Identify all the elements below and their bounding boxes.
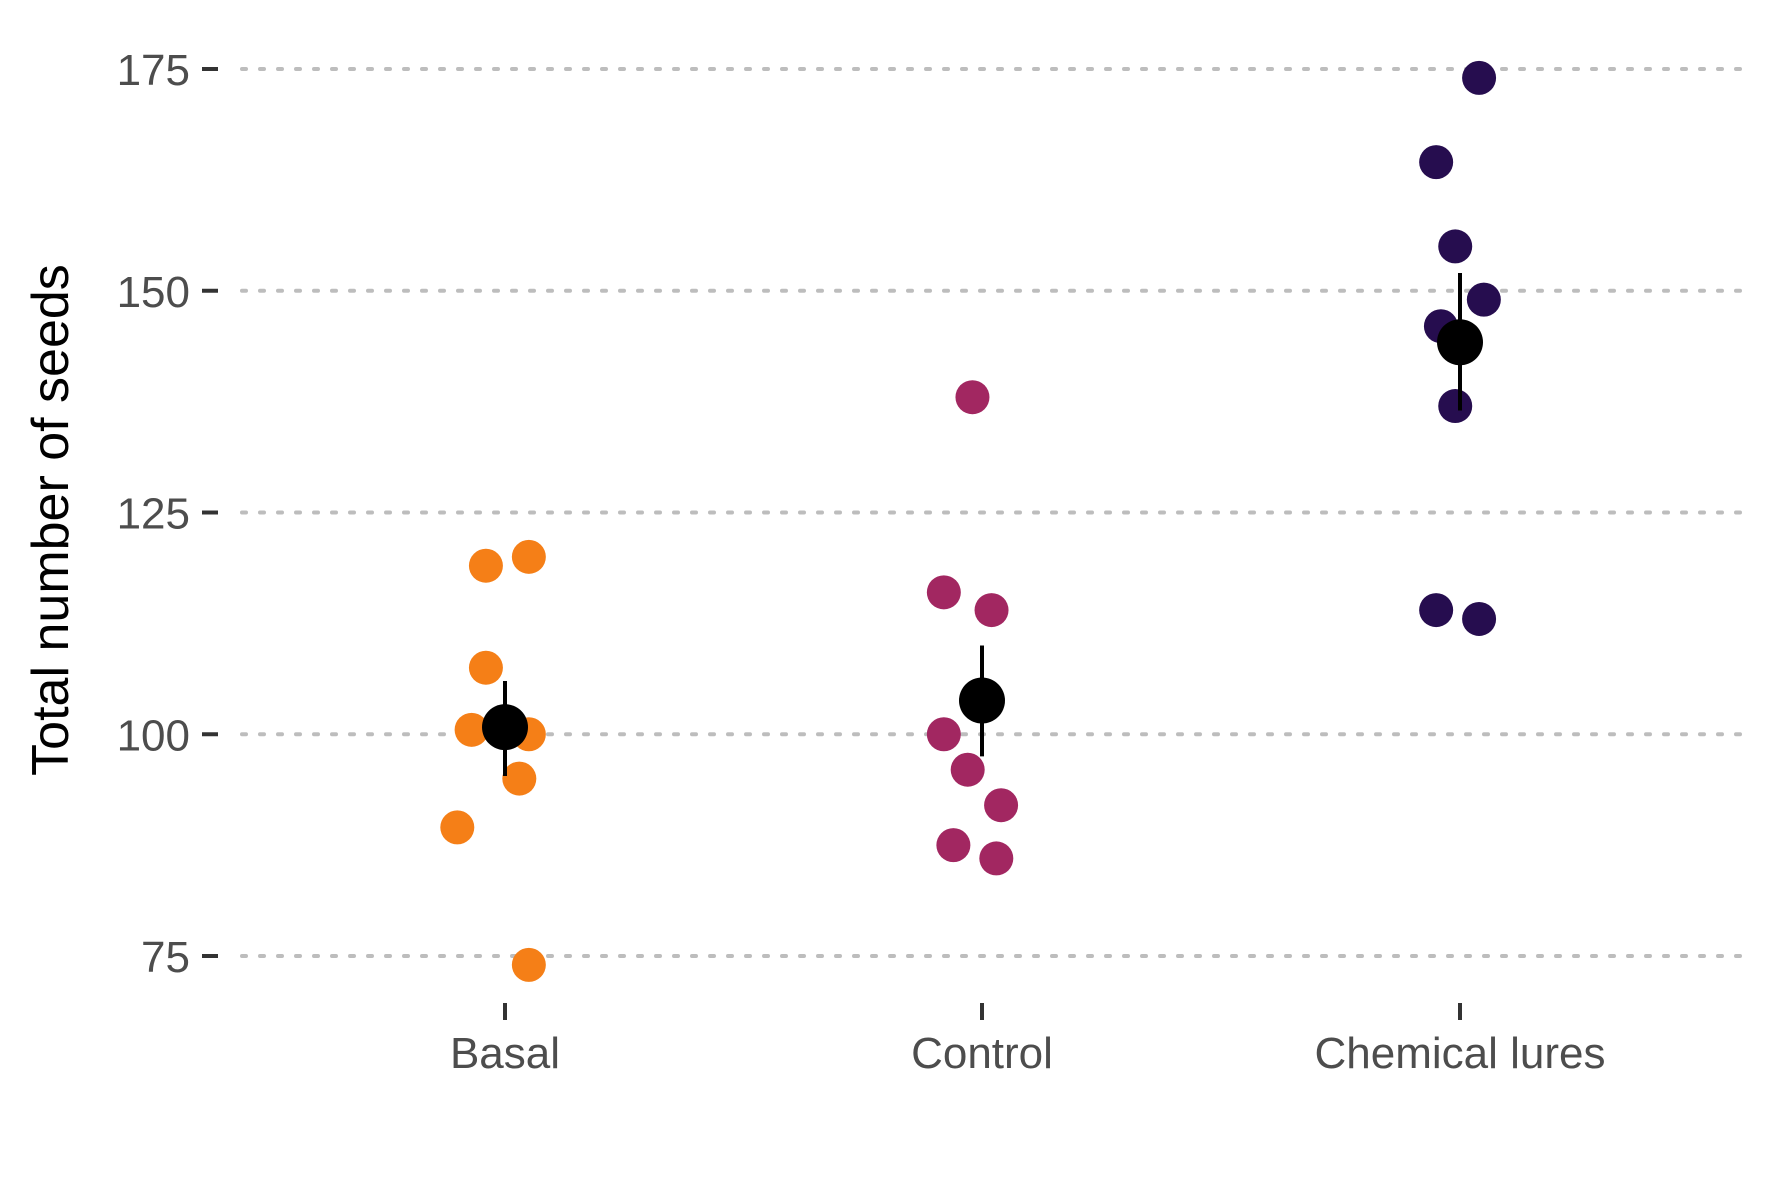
- data-point: [926, 575, 961, 610]
- data-point: [1438, 229, 1473, 264]
- y-tick-label: 125: [117, 490, 190, 539]
- data-point: [1466, 282, 1501, 317]
- data-point: [955, 380, 990, 415]
- data-point: [984, 788, 1019, 823]
- data-point: [979, 841, 1014, 876]
- y-tick-label: 100: [117, 711, 190, 760]
- x-tick-label: Basal: [450, 1029, 560, 1078]
- data-point: [1419, 145, 1454, 180]
- data-point: [502, 761, 537, 796]
- x-tick-label: Control: [911, 1029, 1053, 1078]
- data-point: [936, 828, 971, 863]
- y-tick-label: 150: [117, 268, 190, 317]
- data-point: [1438, 389, 1473, 424]
- data-point: [511, 947, 546, 982]
- data-points: [440, 60, 1501, 982]
- y-tick-label: 175: [117, 46, 190, 95]
- x-tick-label: Chemical lures: [1315, 1029, 1606, 1078]
- data-point: [974, 593, 1009, 628]
- data-point: [1462, 601, 1497, 636]
- data-point: [468, 650, 503, 685]
- data-point: [454, 712, 489, 747]
- y-axis-title: Total number of seeds: [22, 264, 80, 776]
- mean-point: [959, 677, 1005, 724]
- data-point: [1462, 60, 1497, 95]
- data-point: [950, 752, 985, 787]
- data-point: [440, 810, 475, 845]
- mean-point: [482, 704, 528, 751]
- x-axis: Basal Control Chemical lures: [450, 1003, 1606, 1078]
- data-point: [468, 548, 503, 583]
- y-tick-label: 75: [141, 933, 190, 982]
- mean-point: [1437, 319, 1483, 366]
- mean-markers: [482, 273, 1483, 776]
- data-point: [1419, 593, 1454, 628]
- y-axis: 75 100 125 150 175: [117, 46, 218, 982]
- data-point: [511, 539, 546, 574]
- data-point: [926, 717, 961, 752]
